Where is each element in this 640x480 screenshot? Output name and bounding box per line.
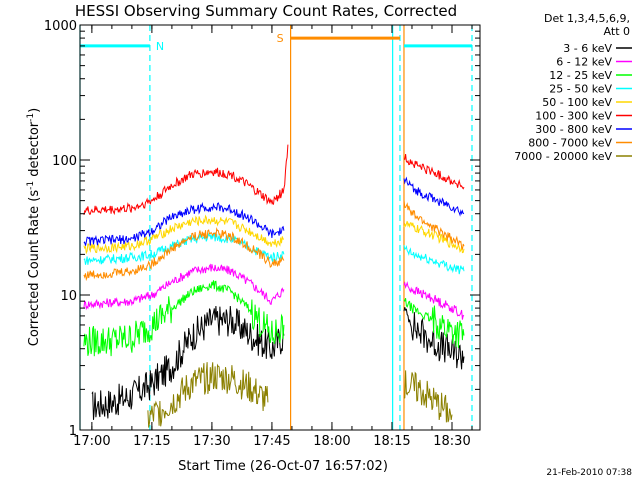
series-trace-7000-20000-kev-0 xyxy=(147,362,269,428)
x-tick-label-5: 18:15 xyxy=(373,434,410,449)
y-axis-label: Corrected Count Rate (s-1 detector-1) xyxy=(26,108,42,346)
y-tick-label-1: 10 xyxy=(60,289,77,304)
legend-label-5: 100 - 300 keV xyxy=(535,110,612,123)
legend-label-1: 6 - 12 keV xyxy=(556,56,612,69)
x-tick-label-4: 18:00 xyxy=(313,434,350,449)
chart-title: HESSI Observing Summary Count Rates, Cor… xyxy=(75,2,457,20)
legend-label-8: 7000 - 20000 keV xyxy=(514,150,612,163)
series-trace-50-100-kev-0 xyxy=(83,214,285,255)
series-trace-800-7000-kev-0 xyxy=(83,227,285,282)
y-tick-label-0: 1 xyxy=(69,424,77,439)
plot-frame xyxy=(79,24,481,431)
series-trace-12-25-kev-1 xyxy=(403,298,465,349)
x-tick-label-1: 17:15 xyxy=(133,434,170,449)
series-trace-25-50-kev-1 xyxy=(403,244,465,275)
series-trace-100-300-kev-0 xyxy=(83,144,289,216)
y-axis-ticks: 1 10 100 1000 xyxy=(44,19,480,439)
x-axis-ticks: 17:00 17:15 17:30 17:45 18:00 18:15 18:30 xyxy=(73,25,473,449)
status-bar-label-0: N xyxy=(156,40,164,53)
x-tick-label-2: 17:30 xyxy=(193,434,230,449)
series-trace-7000-20000-kev-1 xyxy=(403,370,453,423)
legend-header-line-2: Att 0 xyxy=(604,25,630,38)
series-trace-800-7000-kev-1 xyxy=(403,199,465,250)
series-trace-3-6-kev-1 xyxy=(403,307,465,370)
legend-label-0: 3 - 6 keV xyxy=(563,42,612,55)
series-trace-50-100-kev-1 xyxy=(403,221,465,254)
x-tick-label-6: 18:30 xyxy=(433,434,470,449)
x-tick-label-0: 17:00 xyxy=(73,434,110,449)
legend-label-3: 25 - 50 keV xyxy=(549,83,612,96)
series-trace-100-300-kev-1 xyxy=(403,154,465,190)
plot-area: NS xyxy=(79,25,473,430)
y-tick-label-2: 100 xyxy=(52,154,77,169)
legend-label-6: 300 - 800 keV xyxy=(535,123,612,136)
series-trace-3-6-kev-0 xyxy=(91,305,285,420)
series-trace-12-25-kev-0 xyxy=(83,280,285,357)
legend-label-7: 800 - 7000 keV xyxy=(528,137,612,150)
x-axis-label: Start Time (26-Oct-07 16:57:02) xyxy=(178,459,388,474)
series-trace-300-800-kev-1 xyxy=(403,176,465,217)
render-timestamp: 21-Feb-2010 07:38 xyxy=(546,468,632,478)
status-bar-label-1: S xyxy=(277,32,284,45)
series-trace-6-12-kev-0 xyxy=(83,263,285,311)
series-trace-6-12-kev-1 xyxy=(403,281,465,320)
legend-header-line-1: Det 1,3,4,5,6,9, xyxy=(544,12,630,25)
legend-label-2: 12 - 25 keV xyxy=(549,69,612,82)
legend-label-4: 50 - 100 keV xyxy=(542,96,612,109)
x-tick-label-3: 17:45 xyxy=(253,434,290,449)
series-trace-300-800-kev-0 xyxy=(83,201,285,246)
y-tick-label-3: 1000 xyxy=(44,19,77,34)
